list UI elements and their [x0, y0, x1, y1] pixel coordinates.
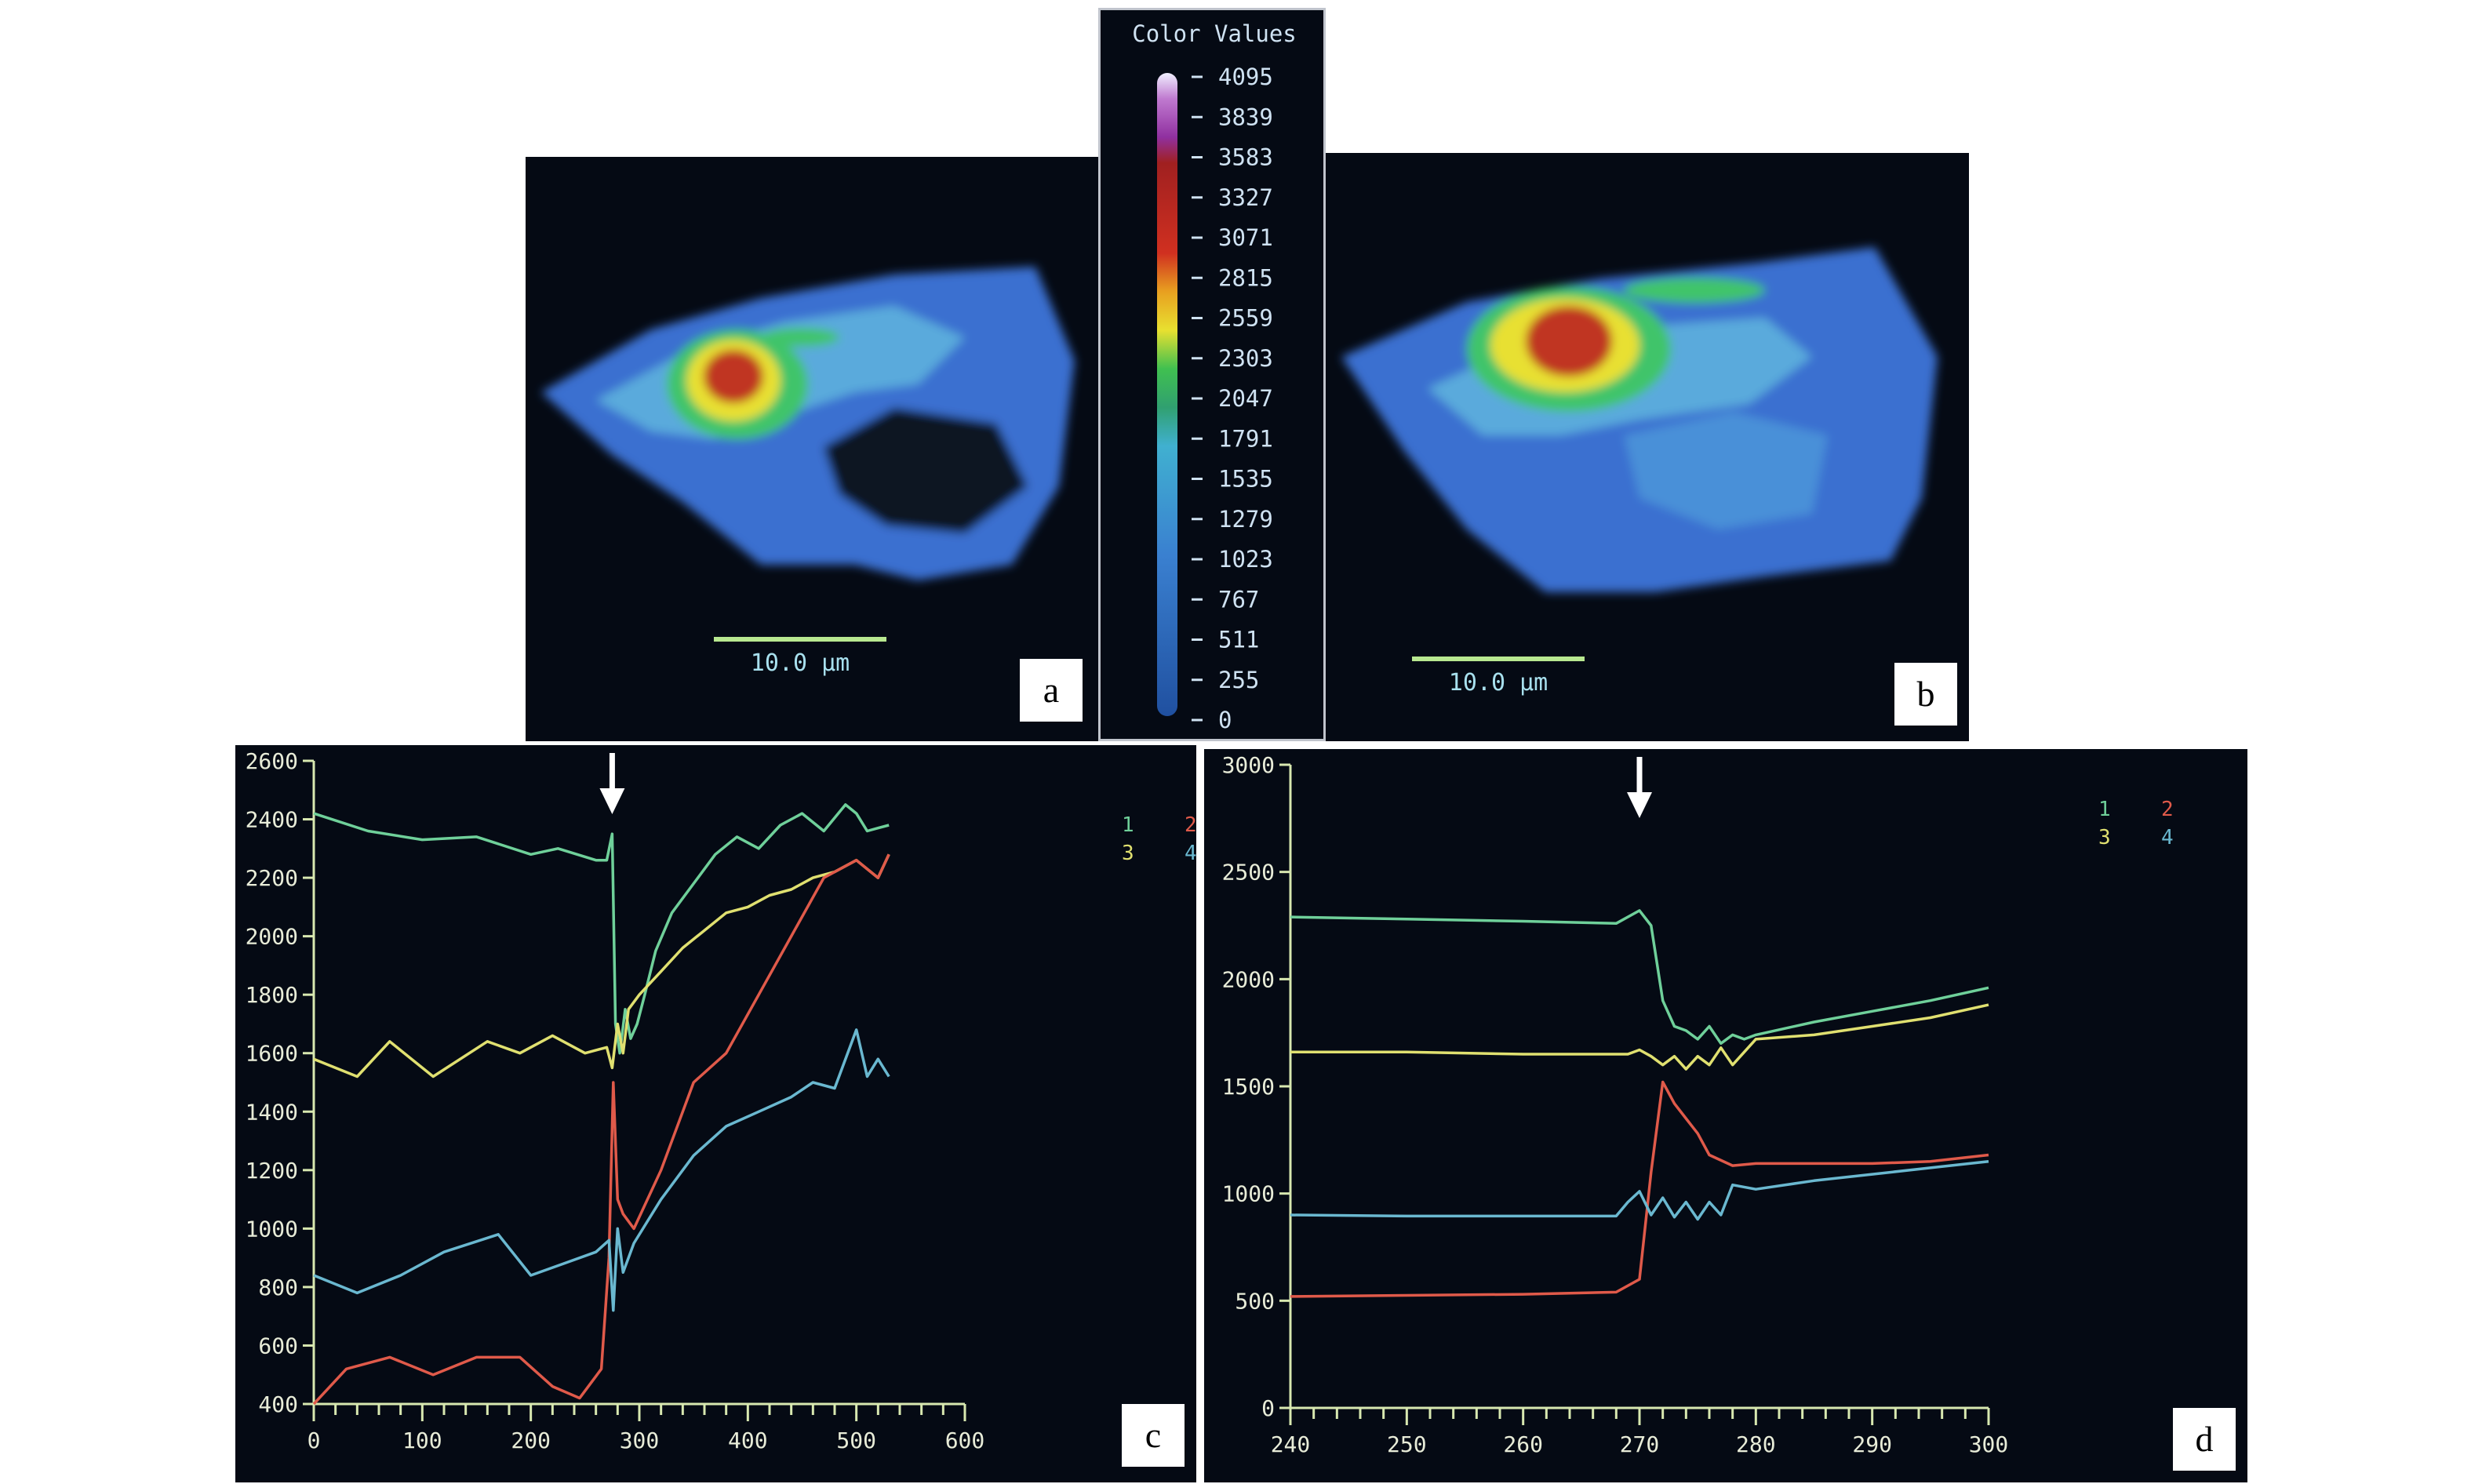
y-tick-label: 1200	[246, 1158, 298, 1184]
annotation-arrow	[1627, 757, 1652, 818]
series-line-yellow	[313, 853, 890, 1078]
colorbar-title: Color Values	[1132, 20, 1297, 47]
colorbar-tick-label: 1023	[1218, 546, 1273, 573]
y-tick-label: 2600	[246, 748, 298, 774]
x-tick-label: 200	[511, 1428, 551, 1453]
y-tick-label: 3000	[1222, 752, 1275, 778]
cell-inner-2-b	[1624, 412, 1828, 529]
x-tick-label: 260	[1503, 1431, 1543, 1457]
streak-green-b	[1624, 278, 1765, 303]
panel-tag-b: b	[1894, 663, 1957, 726]
colorbar-tick-label: 2559	[1218, 305, 1273, 332]
y-tick-label: 2000	[246, 924, 298, 950]
y-tick-label: 1500	[1222, 1074, 1275, 1100]
legend-entry: 4	[1185, 842, 1196, 865]
x-tick-label: 290	[1852, 1431, 1892, 1457]
colorbar-tick-label: 3071	[1218, 224, 1273, 251]
series-line-cyan	[313, 1028, 890, 1312]
panel-b-heatmap: 10.0 μm b	[1326, 153, 1969, 741]
colorbar-drawing: Color Values 4095 3839 3583 3327 3071 2815 255…	[1132, 20, 1297, 733]
chart-d-svg: 0 500 1000 1500 2000 2500 3000 240 250 260 270 280 2…	[1222, 752, 2174, 1457]
y-tick-label: 1000	[1222, 1181, 1275, 1207]
panel-tag-d: d	[2173, 1408, 2236, 1471]
x-tick-label: 500	[836, 1428, 876, 1453]
colorbar-tick-label: 2303	[1218, 345, 1273, 372]
scale-label-a: 10.0 μm	[751, 649, 850, 677]
panel-a-heatmap: 10.0 μm a	[526, 157, 1098, 741]
y-tick-label: 2200	[246, 865, 298, 891]
colorbar-tick-label: 3583	[1218, 144, 1273, 171]
colorbar-gradient	[1157, 73, 1177, 716]
heatmap-b-drawing: 10.0 μm	[1341, 247, 1938, 697]
colorbar-ticks: 4095 3839 3583 3327 3071 2815 2559 2303 2047 1791…	[1192, 64, 1273, 733]
colorbar-tick-label: 1279	[1218, 506, 1273, 533]
colorbar-tick-label: 2815	[1218, 264, 1273, 291]
legend-entry: 4	[2161, 826, 2174, 849]
series-line-green	[1290, 909, 1989, 1046]
panel-c-chart: 400 600 800 1000 1200 1400 1600 1800 2000 2200 240…	[235, 745, 1196, 1482]
colorbar-tick-label: 4095	[1218, 64, 1273, 90]
heatmap-a-drawing: 10.0 μm	[541, 267, 1075, 677]
arrow-head	[599, 788, 625, 814]
legend-entry: 2	[1185, 813, 1196, 837]
colorbar-tick-label: 0	[1218, 707, 1232, 733]
x-tick-label: 240	[1271, 1431, 1311, 1457]
panel-d-chart: 0 500 1000 1500 2000 2500 3000 240 250 260 270 280 2…	[1204, 749, 2247, 1482]
y-tick-label: 1000	[246, 1216, 298, 1242]
arrow-head	[1627, 792, 1652, 818]
x-tick-label: 100	[402, 1428, 442, 1453]
chart-c-svg: 4006008001000120014001600180020002200240…	[246, 748, 1196, 1453]
x-tick-label: 300	[1969, 1431, 2009, 1457]
series-line-red	[312, 853, 890, 1406]
hotspot-red-a	[704, 350, 763, 403]
colorbar-panel: Color Values 4095 3839 3583 3327 3071 2815 255…	[1098, 8, 1326, 741]
y-tick-label: 2500	[1222, 860, 1275, 886]
legend-entry: 1	[1122, 813, 1134, 837]
series-line-cyan	[1290, 1159, 1989, 1221]
y-tick-label: 800	[258, 1275, 298, 1300]
colorbar-tick-label: 2047	[1218, 385, 1273, 412]
legend-entry: 1	[2098, 798, 2111, 821]
y-tick-label: 500	[1235, 1288, 1275, 1314]
colorbar-tick-label: 767	[1218, 586, 1259, 613]
series-line-green	[313, 803, 890, 1055]
y-tick-label: 1400	[246, 1099, 298, 1125]
y-tick-label: 2000	[1222, 966, 1275, 992]
colorbar-tick-label: 1535	[1218, 466, 1273, 493]
x-tick-label: 300	[620, 1428, 660, 1453]
colorbar-tick-label: 1791	[1218, 425, 1273, 452]
y-tick-label: 1600	[246, 1041, 298, 1067]
colorbar-tick-label: 3327	[1218, 184, 1273, 211]
colorbar-tick-label: 511	[1218, 627, 1259, 653]
x-tick-label: 270	[1620, 1431, 1660, 1457]
series-line-yellow	[1290, 1003, 1989, 1071]
x-tick-label: 0	[308, 1428, 321, 1453]
hotspot-red-b	[1526, 306, 1612, 376]
y-tick-label: 400	[258, 1391, 298, 1417]
series-line-red	[1290, 1080, 1989, 1298]
y-tick-label: 600	[258, 1333, 298, 1359]
legend-entry: 2	[2161, 798, 2174, 821]
x-tick-label: 250	[1387, 1431, 1427, 1457]
y-tick-label: 0	[1261, 1395, 1275, 1421]
panel-tag-a: a	[1020, 659, 1083, 722]
legend-entry: 3	[1122, 842, 1134, 865]
x-tick-label: 600	[945, 1428, 985, 1453]
cell-dark-hole-a	[824, 408, 1028, 533]
y-tick-label: 2400	[246, 807, 298, 833]
streak-green-a	[761, 328, 839, 347]
x-tick-label: 400	[728, 1428, 768, 1453]
colorbar-tick-label: 3839	[1218, 104, 1273, 130]
annotation-arrow	[599, 753, 625, 814]
scale-label-b: 10.0 μm	[1449, 669, 1548, 697]
colorbar-tick-label: 255	[1218, 667, 1259, 693]
legend-entry: 3	[2098, 826, 2111, 849]
y-tick-label: 1800	[246, 982, 298, 1008]
panel-tag-c: c	[1122, 1404, 1185, 1467]
x-tick-label: 280	[1736, 1431, 1776, 1457]
